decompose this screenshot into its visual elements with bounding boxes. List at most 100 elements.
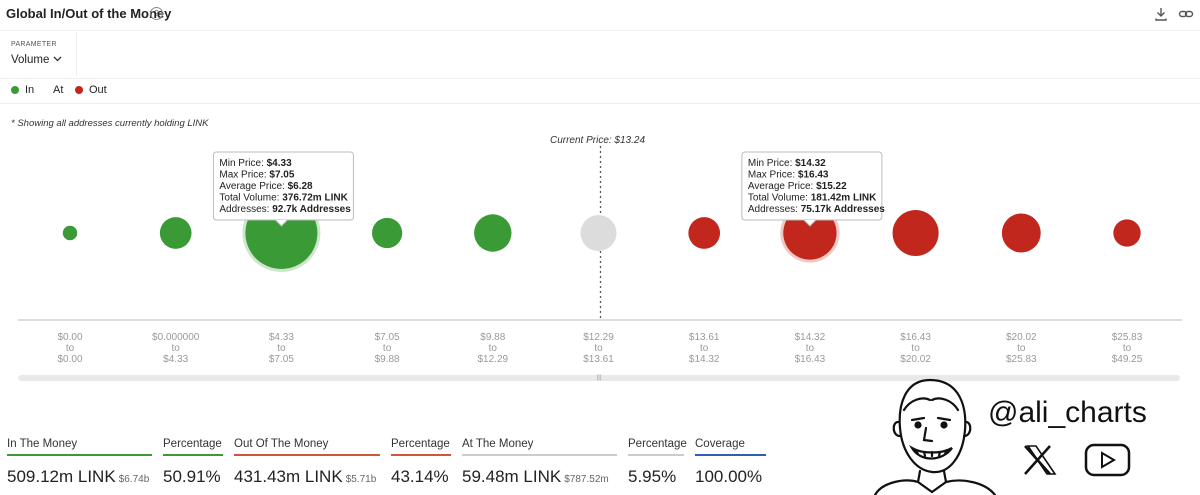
legend: In At Out: [0, 78, 1200, 104]
x-logo-icon: [1024, 445, 1057, 475]
stat-sub: $5.71b: [345, 474, 377, 485]
stat-out-percentage: Percentage 43.14%: [391, 438, 451, 487]
current-price-label: Current Price: $13.24: [550, 135, 645, 146]
parameter-label: PARAMETER: [11, 41, 57, 48]
tick-label: $25.83: [1112, 332, 1143, 343]
tick-label: to: [911, 343, 920, 354]
tick-label: to: [172, 343, 181, 354]
stat-value: 43.14%: [391, 467, 449, 486]
stat-label: Percentage: [628, 438, 687, 456]
watermark: [873, 378, 1131, 495]
tick-label: to: [700, 343, 709, 354]
bubble[interactable]: [1113, 219, 1141, 247]
iomap-chart: Current Price: $13.24$0.00to$0.00$0.0000…: [18, 135, 1182, 365]
tick-label: to: [383, 343, 392, 354]
tooltip-line: Min Price: $4.33: [219, 158, 292, 169]
bubble[interactable]: [474, 214, 512, 252]
tick-label: $20.02: [1006, 332, 1037, 343]
tick-label: $4.33: [163, 354, 188, 365]
parameter-value: Volume: [11, 54, 50, 66]
parameter-selector: PARAMETER Volume: [6, 32, 77, 76]
stat-label: Coverage: [695, 438, 766, 456]
tick-label: $49.25: [1112, 354, 1143, 365]
tick-label: $9.88: [480, 332, 505, 343]
stat-at-percentage: Percentage 5.95%: [628, 438, 687, 487]
link-icon[interactable]: [1178, 6, 1194, 22]
bubble[interactable]: [688, 217, 721, 249]
tick-label: $20.02: [900, 354, 931, 365]
tick-label: $16.43: [795, 354, 826, 365]
stat-value: 5.95%: [628, 467, 677, 486]
tooltip-line: Total Volume: 181.42m LINK: [748, 193, 877, 204]
tick-label: $13.61: [689, 332, 720, 343]
parameter-dropdown[interactable]: Volume: [11, 54, 62, 66]
legend-label: In: [25, 84, 35, 96]
chevron-down-icon: [53, 56, 62, 62]
legend-dot: [75, 85, 83, 94]
bubble[interactable]: [892, 209, 939, 257]
stat-value-wrap: 59.48m LINK $787.52m: [462, 467, 617, 487]
tick-label: to: [66, 343, 75, 354]
tooltip-line: Average Price: $6.28: [219, 181, 313, 192]
tick-label: $0.00: [57, 332, 82, 343]
stat-out-of-the-money: Out Of The Money 431.43m LINK $5.71b: [234, 438, 380, 487]
bubble[interactable]: [159, 217, 192, 249]
stat-coverage: Coverage 100.00%: [695, 438, 766, 487]
legend-dot: [11, 85, 19, 94]
cartoon-face-icon: [873, 378, 997, 495]
download-icon[interactable]: [1153, 6, 1169, 22]
page-title: Global In/Out of the Money: [6, 6, 172, 21]
legend-label: At: [53, 84, 64, 96]
stat-value: 100.00%: [695, 467, 763, 486]
header: Global In/Out of the Money ?: [0, 0, 1200, 31]
tick-label: $9.88: [375, 354, 400, 365]
tick-label: $7.05: [269, 354, 294, 365]
holding-note: * Showing all addresses currently holdin…: [11, 118, 209, 129]
tooltip-line: Max Price: $7.05: [219, 170, 294, 181]
legend-item-in[interactable]: In: [11, 84, 34, 96]
tick-label: to: [806, 343, 815, 354]
stat-label: In The Money: [7, 438, 152, 456]
bubble[interactable]: [580, 215, 617, 251]
tick-label: $12.29: [583, 332, 614, 343]
stat-value: 509.12m LINK: [7, 467, 116, 486]
tick-label: $0.000000: [152, 332, 200, 343]
stat-in-percentage: Percentage 50.91%: [163, 438, 223, 487]
stat-sub: $6.74b: [118, 474, 150, 485]
tooltip-line: Min Price: $14.32: [748, 158, 826, 169]
tooltip-line: Addresses: 92.7k Addresses: [219, 204, 351, 215]
watermark-handle: @ali_charts: [988, 396, 1147, 429]
stat-value-wrap: 509.12m LINK $6.74b: [7, 467, 152, 487]
stat-sub: $787.52m: [564, 474, 609, 485]
tick-label: to: [594, 343, 603, 354]
stat-label: Percentage: [391, 438, 451, 456]
tick-label: $14.32: [689, 354, 720, 365]
chart-scrollbar[interactable]: |||: [18, 375, 1180, 381]
tick-label: $0.00: [57, 354, 82, 365]
bubble[interactable]: [371, 217, 403, 249]
tick-label: $14.32: [795, 332, 826, 343]
bubble[interactable]: [62, 225, 78, 241]
tick-label: to: [1017, 343, 1026, 354]
tick-label: $16.43: [900, 332, 931, 343]
scroll-grip-icon[interactable]: |||: [596, 375, 602, 381]
stat-at-the-money: At The Money 59.48m LINK $787.52m: [462, 438, 617, 487]
tooltip-line: Max Price: $16.43: [748, 170, 829, 181]
bubble[interactable]: [1001, 213, 1041, 253]
tick-label: to: [489, 343, 498, 354]
youtube-icon: [1084, 443, 1131, 477]
tooltip-pointer: [275, 219, 288, 227]
tick-label: $4.33: [269, 332, 294, 343]
tooltip-pointer: [803, 219, 817, 227]
legend-item-out[interactable]: Out: [75, 84, 107, 96]
legend-item-at[interactable]: At: [53, 84, 63, 96]
stat-value: 50.91%: [163, 467, 221, 486]
stat-value-wrap: 431.43m LINK $5.71b: [234, 467, 380, 487]
stat-in-the-money: In The Money 509.12m LINK $6.74b: [7, 438, 152, 487]
help-circle-icon[interactable]: ?: [150, 7, 163, 20]
tick-label: $12.29: [478, 354, 509, 365]
stat-label: At The Money: [462, 438, 617, 456]
tick-label: $13.61: [583, 354, 614, 365]
tooltip-line: Average Price: $15.22: [748, 181, 847, 192]
stat-label: Out Of The Money: [234, 438, 380, 456]
